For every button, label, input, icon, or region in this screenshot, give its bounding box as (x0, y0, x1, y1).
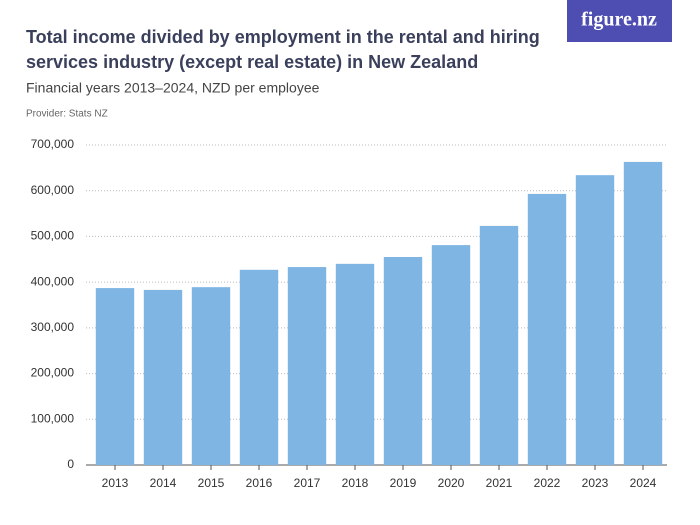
bar (623, 161, 663, 465)
x-tick-label: 2020 (438, 476, 465, 490)
x-tick-label: 2023 (582, 476, 609, 490)
x-tick-label: 2017 (294, 476, 321, 490)
x-tick-label: 2024 (630, 476, 657, 490)
bar (383, 257, 423, 465)
x-tick-label: 2016 (246, 476, 273, 490)
provider: Provider: Stats NZ (26, 109, 108, 120)
bar (191, 287, 231, 465)
bar (143, 289, 183, 465)
x-tick-label: 2015 (198, 476, 225, 490)
y-tick-label: 400,000 (31, 274, 75, 288)
bar (431, 245, 471, 465)
x-tick-label: 2021 (486, 476, 513, 490)
x-tick-label: 2013 (102, 476, 129, 490)
y-tick-label: 500,000 (31, 229, 75, 243)
x-tick-label: 2022 (534, 476, 561, 490)
y-tick-label: 200,000 (31, 366, 75, 380)
bar (335, 263, 375, 465)
x-tick-label: 2018 (342, 476, 369, 490)
y-tick-label: 100,000 (31, 411, 75, 425)
bar (479, 225, 519, 465)
x-tick-label: 2014 (150, 476, 177, 490)
logo-box (567, 0, 672, 42)
y-tick-label: 600,000 (31, 183, 75, 197)
chart-title: Total income divided by employment in th… (26, 27, 540, 47)
y-tick-label: 0 (67, 457, 74, 471)
bar (575, 175, 615, 465)
bar (527, 193, 567, 465)
chart-title: services industry (except real estate) i… (26, 52, 478, 72)
x-tick-label: 2019 (390, 476, 417, 490)
bar (239, 269, 279, 465)
chart-subtitle: Financial years 2013–2024, NZD per emplo… (26, 80, 320, 96)
bar (95, 288, 135, 465)
logo: figure.nz (581, 9, 657, 31)
y-tick-label: 700,000 (31, 137, 75, 151)
bar (287, 267, 327, 465)
y-tick-label: 300,000 (31, 320, 75, 334)
